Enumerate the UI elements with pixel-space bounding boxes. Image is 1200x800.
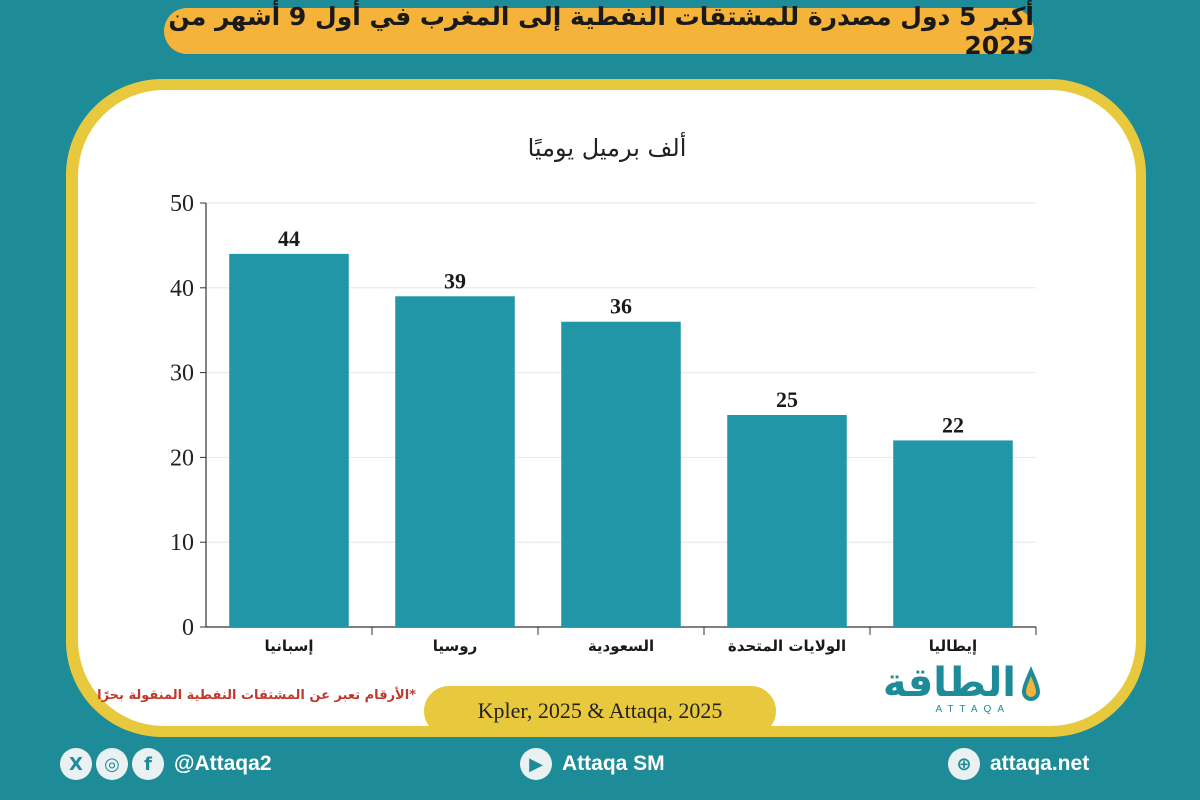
bar-chart: 0 10 20 30 40 50 44 إسبانيا 39 روسيا 36 السعودية 25 ا… bbox=[170, 191, 1037, 655]
y-tick-label: 0 bbox=[182, 615, 194, 641]
x-tick-label: السعودية bbox=[588, 637, 654, 655]
y-tick-label: 50 bbox=[170, 191, 194, 217]
instagram-icon[interactable]: ◎ bbox=[96, 748, 128, 780]
y-tick-label: 20 bbox=[170, 445, 194, 471]
website-url[interactable]: attaqa.net bbox=[990, 752, 1090, 775]
logo-arabic-text: الطاقة bbox=[882, 660, 1016, 706]
data-label: 39 bbox=[444, 268, 466, 293]
data-label: 22 bbox=[942, 412, 964, 437]
y-axis-unit-label: ألف برميل يوميًا bbox=[527, 134, 687, 162]
y-tick-label: 10 bbox=[170, 530, 194, 556]
chart-title: أكبر 5 دول مصدرة للمشتقات النفطية إلى ال… bbox=[164, 2, 1034, 60]
youtube-handle[interactable]: Attaqa SM bbox=[562, 752, 665, 775]
social-handle[interactable]: @Attaqa2 bbox=[174, 752, 272, 775]
globe-icon[interactable]: ⊕ bbox=[948, 748, 980, 780]
facebook-icon[interactable]: f bbox=[132, 748, 164, 780]
logo-english-text: ATTAQA bbox=[935, 704, 1010, 715]
youtube-icon[interactable]: ▶ bbox=[520, 748, 552, 780]
x-tick-label: الولايات المتحدة bbox=[728, 637, 846, 655]
x-tick-label: إيطاليا bbox=[929, 637, 977, 655]
x-twitter-icon[interactable]: X bbox=[60, 748, 92, 780]
drop-icon bbox=[1022, 666, 1040, 701]
social-links: X ◎ f @Attaqa2 bbox=[60, 744, 272, 784]
y-tick-label: 40 bbox=[170, 276, 194, 302]
bar bbox=[561, 321, 681, 627]
source-label: Kpler, 2025 & Attaqa, 2025 bbox=[424, 686, 776, 736]
website-link[interactable]: ⊕ attaqa.net bbox=[948, 744, 1089, 784]
x-tick-label: إسبانيا bbox=[264, 637, 313, 655]
y-tick-label: 30 bbox=[170, 361, 194, 387]
youtube-link[interactable]: ▶ Attaqa SM bbox=[520, 744, 665, 784]
chart-card: ألف برميل يوميًا 0 10 20 30 40 50 44 إسبانيا 39 ر… bbox=[78, 90, 1136, 726]
bar bbox=[395, 296, 515, 627]
bar bbox=[727, 415, 847, 627]
footnote: *الأرقام تعبر عن المشتقات النفطية المنقو… bbox=[97, 688, 416, 703]
data-label: 25 bbox=[776, 387, 798, 412]
attaqa-logo: الطاقة ATTAQA bbox=[866, 660, 1046, 722]
bar bbox=[229, 253, 349, 627]
data-label: 44 bbox=[278, 226, 300, 251]
data-label: 36 bbox=[610, 294, 632, 319]
x-tick-label: روسيا bbox=[433, 637, 477, 655]
bar bbox=[893, 440, 1013, 627]
